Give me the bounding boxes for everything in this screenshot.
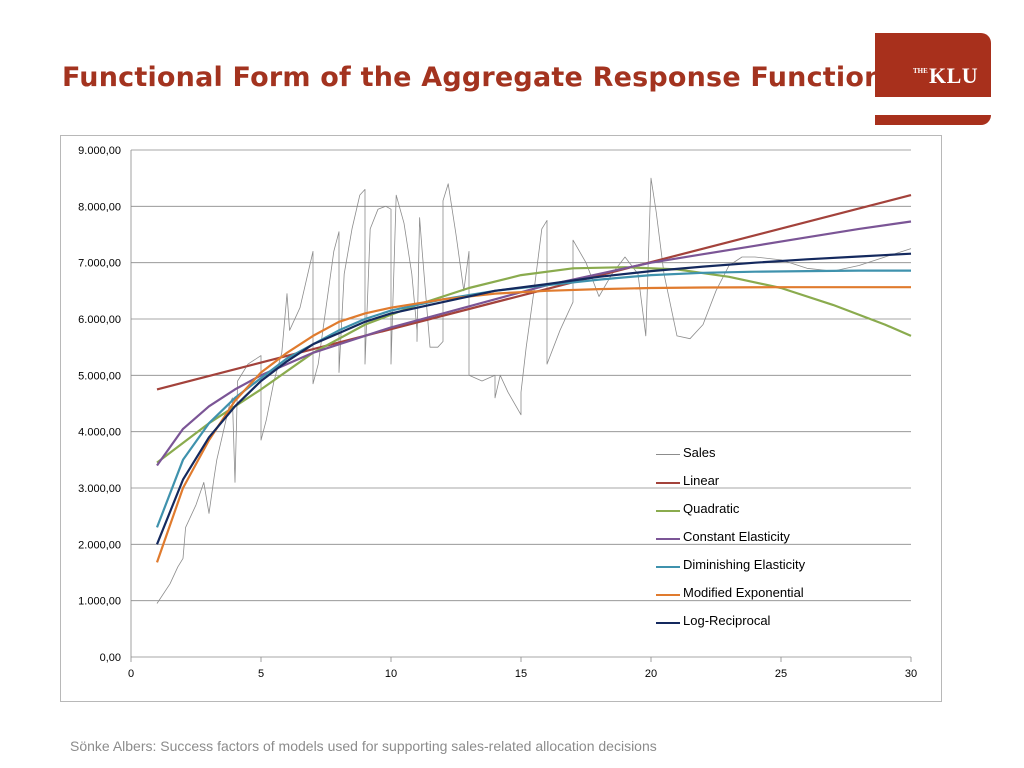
- x-tick-label: 15: [515, 668, 527, 680]
- y-tick-label: 2.000,00: [78, 539, 121, 551]
- logo-box: [875, 33, 991, 97]
- y-tick-label: 3.000,00: [78, 483, 121, 495]
- logo-prefix: THE: [913, 67, 928, 75]
- y-tick-label: 5.000,00: [78, 370, 121, 382]
- logo-underline: [875, 115, 991, 125]
- chart-frame: 0,00 1.000,00 2.000,00 3.000,00 4.000,00 5.00…: [60, 135, 942, 702]
- series-line-constant-elasticity: [156, 220, 912, 467]
- legend-swatch: [656, 538, 680, 540]
- x-tick-label: 25: [775, 668, 787, 680]
- y-tick-label: 7.000,00: [78, 258, 121, 270]
- series-line-modified-exponential: [155, 286, 911, 563]
- y-tick-label: 6.000,00: [78, 314, 121, 326]
- legend-swatch: [656, 482, 680, 484]
- series-line-quadratic: [156, 266, 912, 464]
- x-tick-label: 5: [258, 668, 264, 680]
- line-chart: 0,00 1.000,00 2.000,00 3.000,00 4.000,00 5.00…: [78, 145, 917, 680]
- klu-logo: THE KLU: [875, 33, 991, 125]
- series-line-sales: [156, 177, 912, 604]
- y-tick-label: 1.000,00: [78, 596, 121, 608]
- slide-footer: Sönke Albers: Success factors of models …: [70, 738, 657, 754]
- legend-label: Log-Reciprocal: [683, 613, 771, 628]
- legend-label: Diminishing Elasticity: [683, 557, 806, 572]
- legend-swatch: [656, 566, 680, 568]
- legend-label: Constant Elasticity: [683, 529, 790, 544]
- y-tick-label: 8.000,00: [78, 201, 121, 213]
- y-tick-label: 0,00: [100, 652, 121, 664]
- legend-label: Sales: [683, 445, 716, 460]
- legend-swatch: [656, 594, 680, 596]
- legend-swatch: [656, 454, 680, 455]
- y-tick-label: 4.000,00: [78, 427, 121, 439]
- logo-name: KLU: [929, 63, 979, 88]
- legend-swatch: [656, 510, 680, 512]
- legend-label: Linear: [683, 473, 720, 488]
- x-tick-label: 10: [385, 668, 397, 680]
- legend-label: Quadratic: [683, 501, 740, 516]
- y-tick-label: 9.000,00: [78, 145, 121, 157]
- series-line-log-reciprocal: [155, 252, 912, 545]
- slide-title: Functional Form of the Aggregate Respons…: [62, 62, 884, 93]
- x-tick-label: 20: [645, 668, 657, 680]
- legend-swatch: [656, 622, 680, 624]
- x-tick-label: 30: [905, 668, 917, 680]
- legend-label: Modified Exponential: [683, 585, 804, 600]
- x-tick-label: 0: [128, 668, 134, 680]
